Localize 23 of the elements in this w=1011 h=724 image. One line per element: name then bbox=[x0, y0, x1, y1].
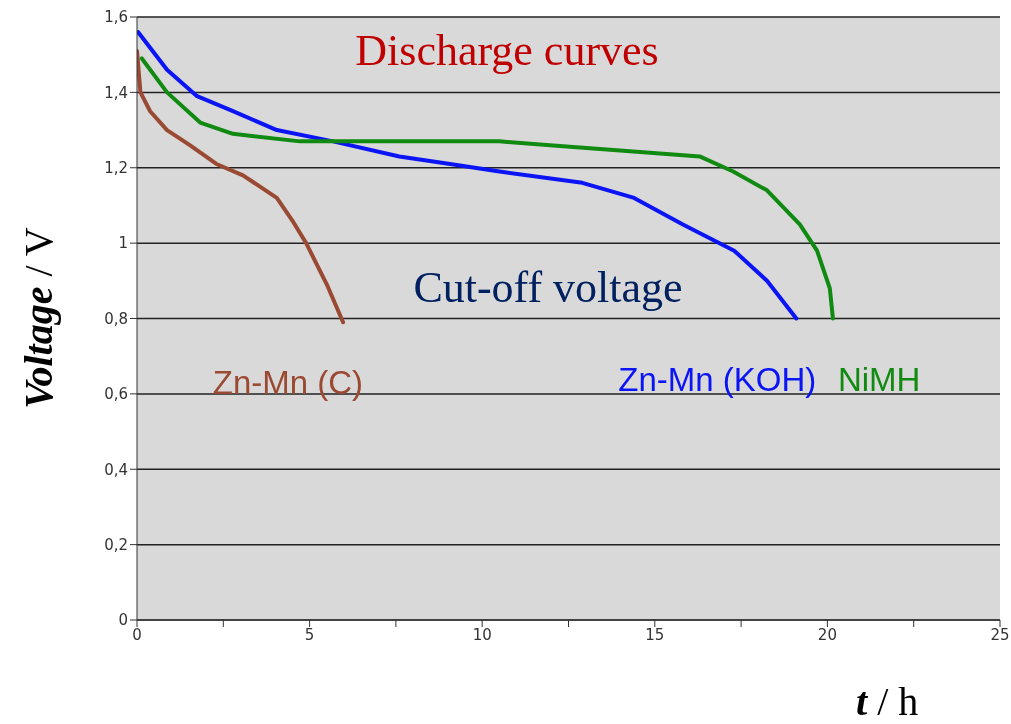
x-tick-label: 15 bbox=[645, 625, 665, 644]
x-tick-label: 20 bbox=[817, 625, 837, 644]
x-tick-label: 5 bbox=[304, 625, 315, 644]
y-tick-label: 1 bbox=[118, 234, 128, 253]
y-tick-label: 1,2 bbox=[104, 159, 128, 178]
x-tick-label: 25 bbox=[990, 625, 1010, 644]
y-tick-label: 0,2 bbox=[104, 535, 128, 554]
y-tick-label: 0,4 bbox=[104, 460, 128, 479]
series-label: Zn-Mn (KOH) bbox=[618, 360, 817, 398]
series-label: Zn-Mn (C) bbox=[212, 364, 364, 402]
line-series bbox=[137, 48, 346, 325]
y-tick-label: 0 bbox=[118, 611, 128, 630]
x-tick-label: 0 bbox=[132, 625, 142, 644]
x-tick-label: 10 bbox=[472, 625, 492, 644]
y-tick-label: 0,8 bbox=[104, 309, 128, 328]
y-axis-title: Voltage / V bbox=[14, 227, 62, 409]
chart-title: Discharge curves bbox=[355, 25, 659, 76]
y-tick-label: 1,6 bbox=[104, 8, 128, 27]
x-axis-title: t / h bbox=[856, 678, 919, 724]
y-tick-label: 1,4 bbox=[104, 83, 128, 102]
annotation: Cut-off voltage bbox=[413, 262, 683, 313]
y-tick-label: 0,6 bbox=[104, 385, 128, 404]
series-label: NiMH bbox=[837, 360, 921, 398]
